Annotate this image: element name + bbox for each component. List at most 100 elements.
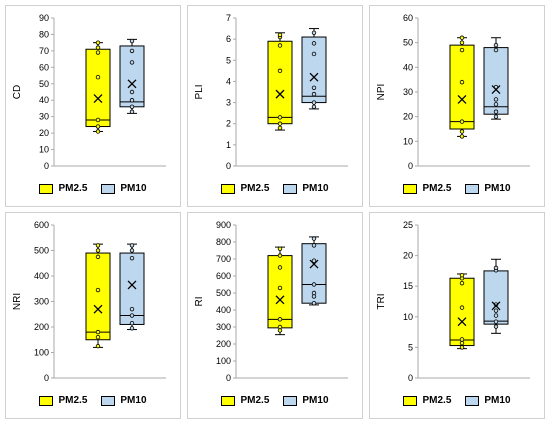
- data-point: [129, 255, 135, 261]
- data-point: [459, 47, 465, 53]
- data-point: [459, 305, 465, 310]
- y-tick-label: 400: [34, 271, 49, 281]
- mean-marker: [275, 89, 285, 99]
- legend-item-pm25: PM2.5: [403, 395, 451, 406]
- box-pm25: [449, 272, 475, 350]
- data-point: [277, 324, 283, 330]
- legend-item-pm10: PM10: [101, 395, 147, 406]
- data-point: [277, 68, 283, 74]
- y-tick-label: 60: [39, 62, 49, 72]
- y-tick-label: 3: [226, 98, 231, 108]
- y-tick-label: 10: [39, 145, 49, 155]
- data-point: [95, 287, 101, 293]
- data-point: [95, 254, 101, 260]
- data-point: [459, 40, 465, 45]
- legend-item-pm10: PM10: [283, 183, 329, 194]
- data-point: [459, 337, 465, 342]
- legend-item-pm10: PM10: [101, 183, 147, 194]
- chart-panel-pli: 0 1 2 3 4 5 6 7 PLI PM2.5 PM10: [187, 5, 363, 207]
- legend: PM2.5 PM10: [188, 183, 362, 194]
- data-point: [493, 42, 499, 48]
- legend: PM2.5 PM10: [370, 395, 544, 406]
- y-tick-label: 50: [39, 79, 49, 89]
- data-point: [277, 246, 283, 251]
- legend-swatch: [221, 183, 236, 194]
- y-tick-label: 40: [39, 95, 49, 105]
- data-point: [129, 109, 135, 114]
- y-tick-label: 30: [39, 112, 49, 122]
- box-pm10: [119, 38, 145, 114]
- legend-swatch: [221, 395, 236, 406]
- data-point: [493, 319, 499, 324]
- mean-marker: [491, 301, 501, 311]
- data-point: [493, 102, 499, 107]
- legend-swatch: [101, 183, 116, 194]
- data-point: [311, 51, 317, 57]
- data-point: [311, 236, 317, 241]
- y-tick-label: 500: [216, 288, 231, 298]
- data-point: [459, 280, 465, 286]
- data-point: [493, 324, 499, 329]
- y-tick-label: 60: [403, 13, 413, 23]
- data-point: [277, 285, 283, 291]
- data-point: [95, 74, 101, 80]
- box-pm10: [483, 37, 509, 120]
- legend-swatch: [283, 395, 298, 406]
- legend-item-pm25: PM2.5: [39, 395, 87, 406]
- y-tick-label: 25: [403, 220, 413, 230]
- data-point: [311, 85, 317, 90]
- legend: PM2.5 PM10: [188, 395, 362, 406]
- legend-label: PM2.5: [58, 183, 88, 194]
- data-point: [493, 114, 499, 119]
- y-tick-label: 15: [403, 281, 413, 291]
- data-point: [129, 313, 135, 318]
- data-point: [277, 253, 283, 258]
- y-tick-label: 2: [226, 119, 231, 129]
- data-point: [277, 115, 283, 120]
- box-pm25: [267, 32, 293, 131]
- chart-panel-ri: 0 100 200 300 400 500 600 700 800 900 RI PM2.5 PM10: [187, 212, 363, 419]
- y-axis-title: PLI: [194, 84, 205, 99]
- mean-marker: [491, 85, 501, 94]
- legend-label: PM10: [120, 395, 147, 406]
- data-point: [95, 243, 101, 248]
- legend: PM2.5 PM10: [6, 183, 180, 194]
- chart-svg: 0 100 200 300 400 500 600 700 800 900 RI: [194, 220, 348, 383]
- y-tick-label: 400: [216, 305, 231, 315]
- y-tick-label: 0: [408, 161, 413, 171]
- iqr-box: [267, 40, 293, 125]
- y-tick-label: 200: [216, 339, 231, 349]
- legend-label: PM10: [484, 395, 511, 406]
- legend: PM2.5 PM10: [370, 183, 544, 194]
- iqr-box: [85, 252, 111, 341]
- box-pm25: [267, 246, 293, 336]
- y-tick-label: 50: [403, 38, 413, 48]
- legend-label: PM2.5: [422, 395, 452, 406]
- mean-marker: [275, 295, 285, 305]
- mean-marker: [127, 79, 137, 89]
- data-point: [129, 60, 135, 65]
- data-point: [459, 134, 465, 139]
- legend-item-pm10: PM10: [283, 395, 329, 406]
- data-point: [129, 306, 135, 312]
- y-tick-label: 300: [216, 322, 231, 332]
- data-point: [493, 308, 499, 313]
- chart-svg: 0 10 20 30 40 50 60 70 80 90 CD: [12, 13, 166, 171]
- y-tick-label: 1: [226, 140, 231, 150]
- y-tick-label: 10: [403, 136, 413, 146]
- y-tick-label: 7: [226, 13, 231, 23]
- y-tick-label: 200: [34, 322, 49, 332]
- data-point: [311, 258, 317, 263]
- data-point: [311, 282, 317, 287]
- y-tick-label: 100: [34, 348, 49, 358]
- y-tick-label: 600: [34, 220, 49, 230]
- legend-label: PM10: [120, 183, 147, 194]
- box-pm10: [483, 258, 509, 334]
- chart-svg: 0 100 200 300 400 500 600 NRI: [12, 220, 166, 383]
- y-tick-label: 0: [226, 161, 231, 171]
- box-pm10: [301, 236, 327, 306]
- mean-marker: [309, 259, 319, 269]
- y-tick-label: 0: [408, 373, 413, 383]
- legend-label: PM10: [302, 183, 329, 194]
- data-point: [459, 340, 465, 346]
